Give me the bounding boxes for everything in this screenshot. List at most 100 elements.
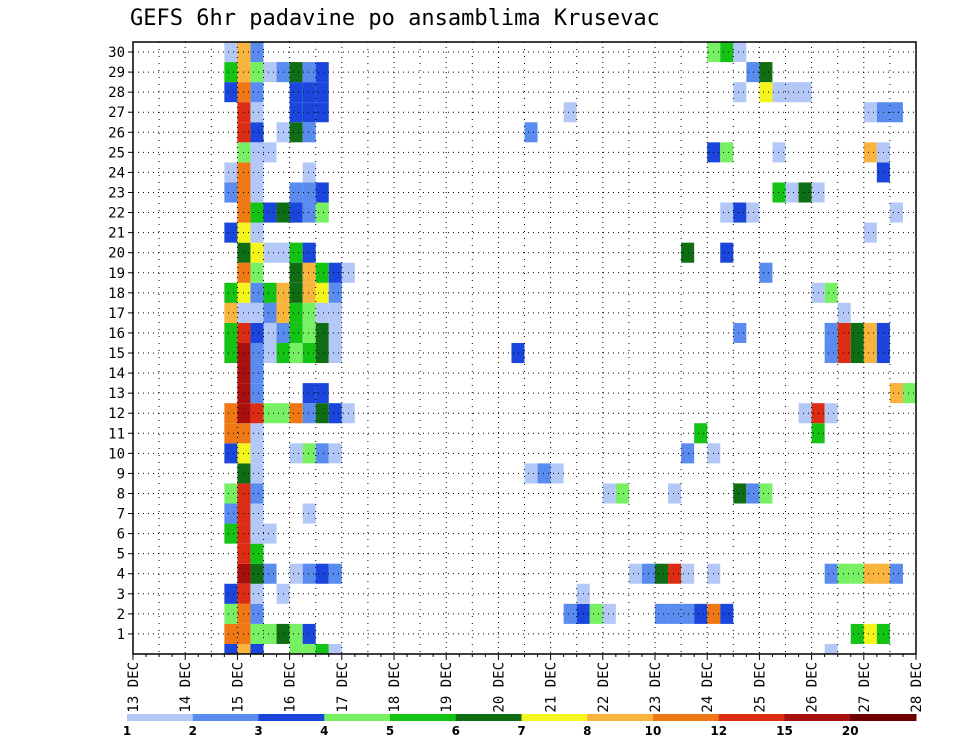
heatmap-cell [289, 242, 303, 263]
heatmap-cell [289, 403, 303, 424]
heatmap-cell [863, 623, 877, 644]
heatmap-cell [250, 62, 264, 83]
heatmap-cell [798, 403, 812, 424]
heatmap-cell [733, 82, 747, 103]
heatmap-cell [681, 242, 695, 263]
heatmap-cell [250, 122, 264, 143]
heatmap-cell [328, 403, 342, 424]
y-tick-label: 4 [117, 567, 125, 583]
heatmap-cell [302, 443, 316, 464]
heatmap-cell [315, 62, 329, 83]
colorbar-segment [455, 714, 522, 721]
heatmap-cell [224, 423, 238, 444]
heatmap-cell [250, 543, 264, 564]
heatmap-cell [655, 563, 669, 584]
heatmap-cell [889, 202, 903, 223]
heatmap-cell [315, 182, 329, 203]
heatmap-cell [850, 563, 864, 584]
heatmap-cell [289, 82, 303, 103]
heatmap-cell [263, 563, 277, 584]
heatmap-cell [694, 423, 708, 444]
heatmap-cell [250, 363, 264, 384]
heatmap-cell [798, 182, 812, 203]
x-tick-label: 28 DEC [909, 662, 925, 713]
y-tick-label: 3 [117, 587, 125, 603]
colorbar-label: 4 [320, 724, 328, 738]
heatmap-cell [863, 563, 877, 584]
heatmap-cell [224, 623, 238, 644]
heatmap-cell [224, 643, 238, 654]
heatmap-cell [250, 262, 264, 283]
heatmap-cell [224, 403, 238, 424]
y-tick-label: 27 [108, 105, 125, 121]
heatmap-cell [837, 302, 851, 323]
colorbar-segment [192, 714, 259, 721]
heatmap-cell [263, 403, 277, 424]
heatmap-cell [250, 503, 264, 524]
heatmap-cell [824, 563, 838, 584]
heatmap-cell [302, 503, 316, 524]
heatmap-cell [615, 483, 629, 504]
y-tick-label: 15 [108, 346, 125, 362]
heatmap-cell [263, 62, 277, 83]
heatmap-cell [302, 302, 316, 323]
heatmap-cell [250, 302, 264, 323]
heatmap-cell [302, 162, 316, 183]
x-tick-label: 25 DEC [752, 662, 768, 713]
heatmap-cell [511, 342, 525, 364]
colorbar-label: 5 [386, 724, 394, 738]
y-tick-label: 13 [108, 386, 125, 402]
heatmap-cell [289, 62, 303, 83]
heatmap-cell [563, 102, 577, 123]
heatmap-cell [224, 503, 238, 524]
heatmap-cell [315, 262, 329, 283]
heatmap-cell [863, 322, 877, 343]
heatmap-cell [263, 302, 277, 323]
heatmap-cell [250, 463, 264, 484]
y-tick-label: 20 [108, 246, 125, 262]
heatmap-cell [302, 102, 316, 123]
heatmap-cell [328, 302, 342, 323]
y-tick-label: 7 [117, 507, 125, 523]
heatmap-cell [628, 563, 642, 584]
heatmap-cell [250, 383, 264, 404]
heatmap-cell [328, 643, 342, 654]
heatmap-cell [302, 282, 316, 303]
heatmap-cell [798, 82, 812, 103]
heatmap-cell [289, 282, 303, 303]
heatmap-cell [889, 563, 903, 584]
heatmap-cell [263, 623, 277, 644]
heatmap-cell [224, 523, 238, 544]
heatmap-cell [250, 42, 264, 63]
heatmap-cell [250, 222, 264, 243]
y-tick-label: 16 [108, 326, 125, 342]
heatmap-cell [315, 302, 329, 323]
heatmap-cell [302, 122, 316, 143]
heatmap-cell [668, 483, 682, 504]
x-tick-label: 21 DEC [544, 662, 560, 713]
heatmap-cell [224, 322, 238, 343]
heatmap-cell [837, 322, 851, 343]
heatmap-cell [824, 403, 838, 424]
heatmap-cell [315, 82, 329, 103]
heatmap-cell [250, 403, 264, 424]
x-tick-label: 18 DEC [387, 662, 403, 713]
heatmap-cell [746, 62, 760, 83]
y-tick-label: 6 [117, 527, 125, 543]
colorbar-label: 8 [583, 724, 591, 738]
x-tick-label: 22 DEC [596, 662, 612, 713]
x-tick-label: 19 DEC [439, 662, 455, 713]
colorbar-segment [850, 714, 917, 721]
heatmap-cell [328, 322, 342, 343]
heatmap-cell [224, 62, 238, 83]
heatmap-cell [720, 42, 734, 63]
x-tick-label: 14 DEC [178, 662, 194, 713]
heatmap-cell [602, 603, 616, 624]
heatmap-cell [302, 322, 316, 343]
heatmap-cell [681, 563, 695, 584]
heatmap-cell [263, 523, 277, 544]
heatmap-cell [302, 623, 316, 644]
x-tick-label: 16 DEC [283, 662, 299, 713]
colorbar-label: 7 [517, 724, 525, 738]
